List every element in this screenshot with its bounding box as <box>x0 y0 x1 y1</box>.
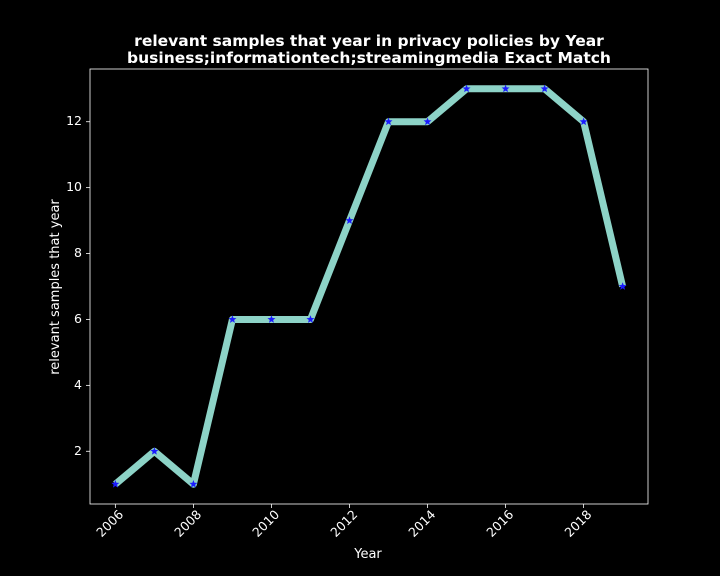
data-point-marker <box>540 84 549 93</box>
y-axis-label: relevant samples that year <box>48 199 63 375</box>
data-point-marker <box>306 315 315 323</box>
y-axis: 2 4 6 8 10 12 <box>66 113 90 458</box>
y-tick-label: 8 <box>74 245 82 260</box>
plot-area <box>111 84 627 488</box>
chart-title-line-1: relevant samples that year in privacy po… <box>134 32 604 50</box>
data-point-marker <box>462 84 471 93</box>
data-point-marker <box>267 315 276 323</box>
y-tick-label: 4 <box>74 377 82 392</box>
y-tick-label: 2 <box>74 443 82 458</box>
data-point-marker <box>228 315 237 323</box>
y-tick-label: 12 <box>66 113 82 128</box>
x-axis-label: Year <box>353 547 382 562</box>
y-tick-label: 10 <box>66 179 82 194</box>
chart-title-line-2: business;informationtech;streamingmedia … <box>127 49 611 67</box>
data-point-marker <box>384 117 393 126</box>
data-point-marker <box>618 282 627 290</box>
data-point-marker <box>189 480 198 488</box>
y-tick-label: 6 <box>74 311 82 326</box>
data-point-marker <box>345 216 354 224</box>
data-point-marker <box>111 480 120 488</box>
axes-frame <box>89 68 649 505</box>
data-point-marker <box>579 117 588 126</box>
data-point-marker <box>150 447 159 455</box>
series-line <box>113 85 627 488</box>
data-point-marker <box>423 117 432 126</box>
data-point-marker <box>501 84 510 93</box>
